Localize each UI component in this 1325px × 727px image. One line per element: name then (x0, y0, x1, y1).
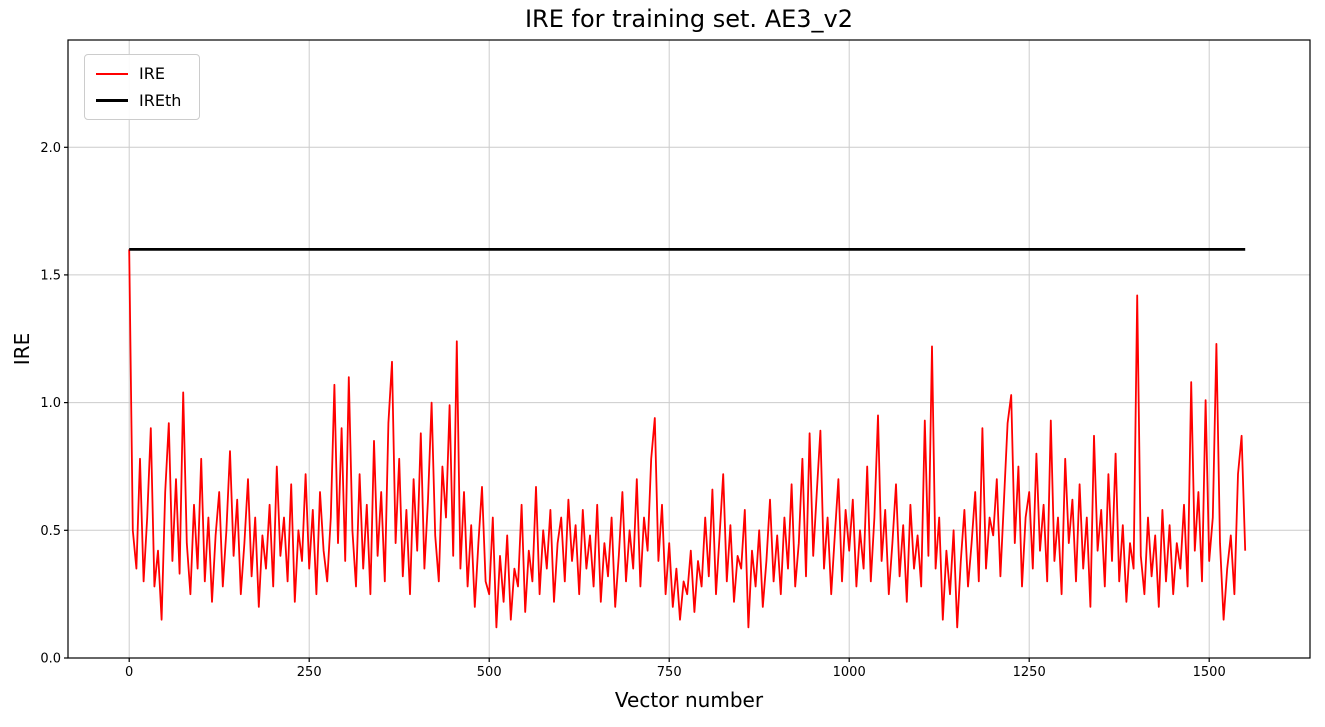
svg-text:1250: 1250 (1013, 665, 1046, 680)
chart-title: IRE for training set. AE3_v2 (524, 5, 854, 33)
y-axis-label: IRE (10, 332, 34, 366)
axes-spines (67, 39, 1311, 659)
svg-text:500: 500 (477, 665, 502, 680)
svg-text:0: 0 (125, 665, 133, 680)
legend-item-ireth: IREth (96, 91, 181, 110)
svg-text:1.5: 1.5 (40, 268, 61, 283)
svg-text:2.0: 2.0 (40, 141, 61, 156)
legend-label-ire: IRE (139, 64, 165, 83)
ire-line-swatch (96, 72, 128, 75)
svg-text:1500: 1500 (1193, 665, 1226, 680)
svg-text:1.0: 1.0 (40, 396, 61, 411)
svg-text:0.5: 0.5 (40, 524, 61, 539)
IRE-series-line (128, 249, 1247, 629)
svg-text:750: 750 (657, 665, 682, 680)
x-axis-label: Vector number (614, 688, 764, 712)
legend: IRE IREth (84, 54, 201, 120)
svg-text:250: 250 (297, 665, 322, 680)
svg-text:1000: 1000 (833, 665, 866, 680)
svg-text:0.0: 0.0 (40, 652, 61, 667)
ireth-line-swatch (96, 99, 128, 102)
y-ticks: 0.0 0.5 1.0 1.5 2.0 (40, 141, 68, 667)
legend-item-ire: IRE (96, 64, 181, 83)
legend-label-ireth: IREth (139, 91, 182, 110)
x-ticks: 0 250 500 750 1000 1250 1500 (125, 658, 1226, 680)
